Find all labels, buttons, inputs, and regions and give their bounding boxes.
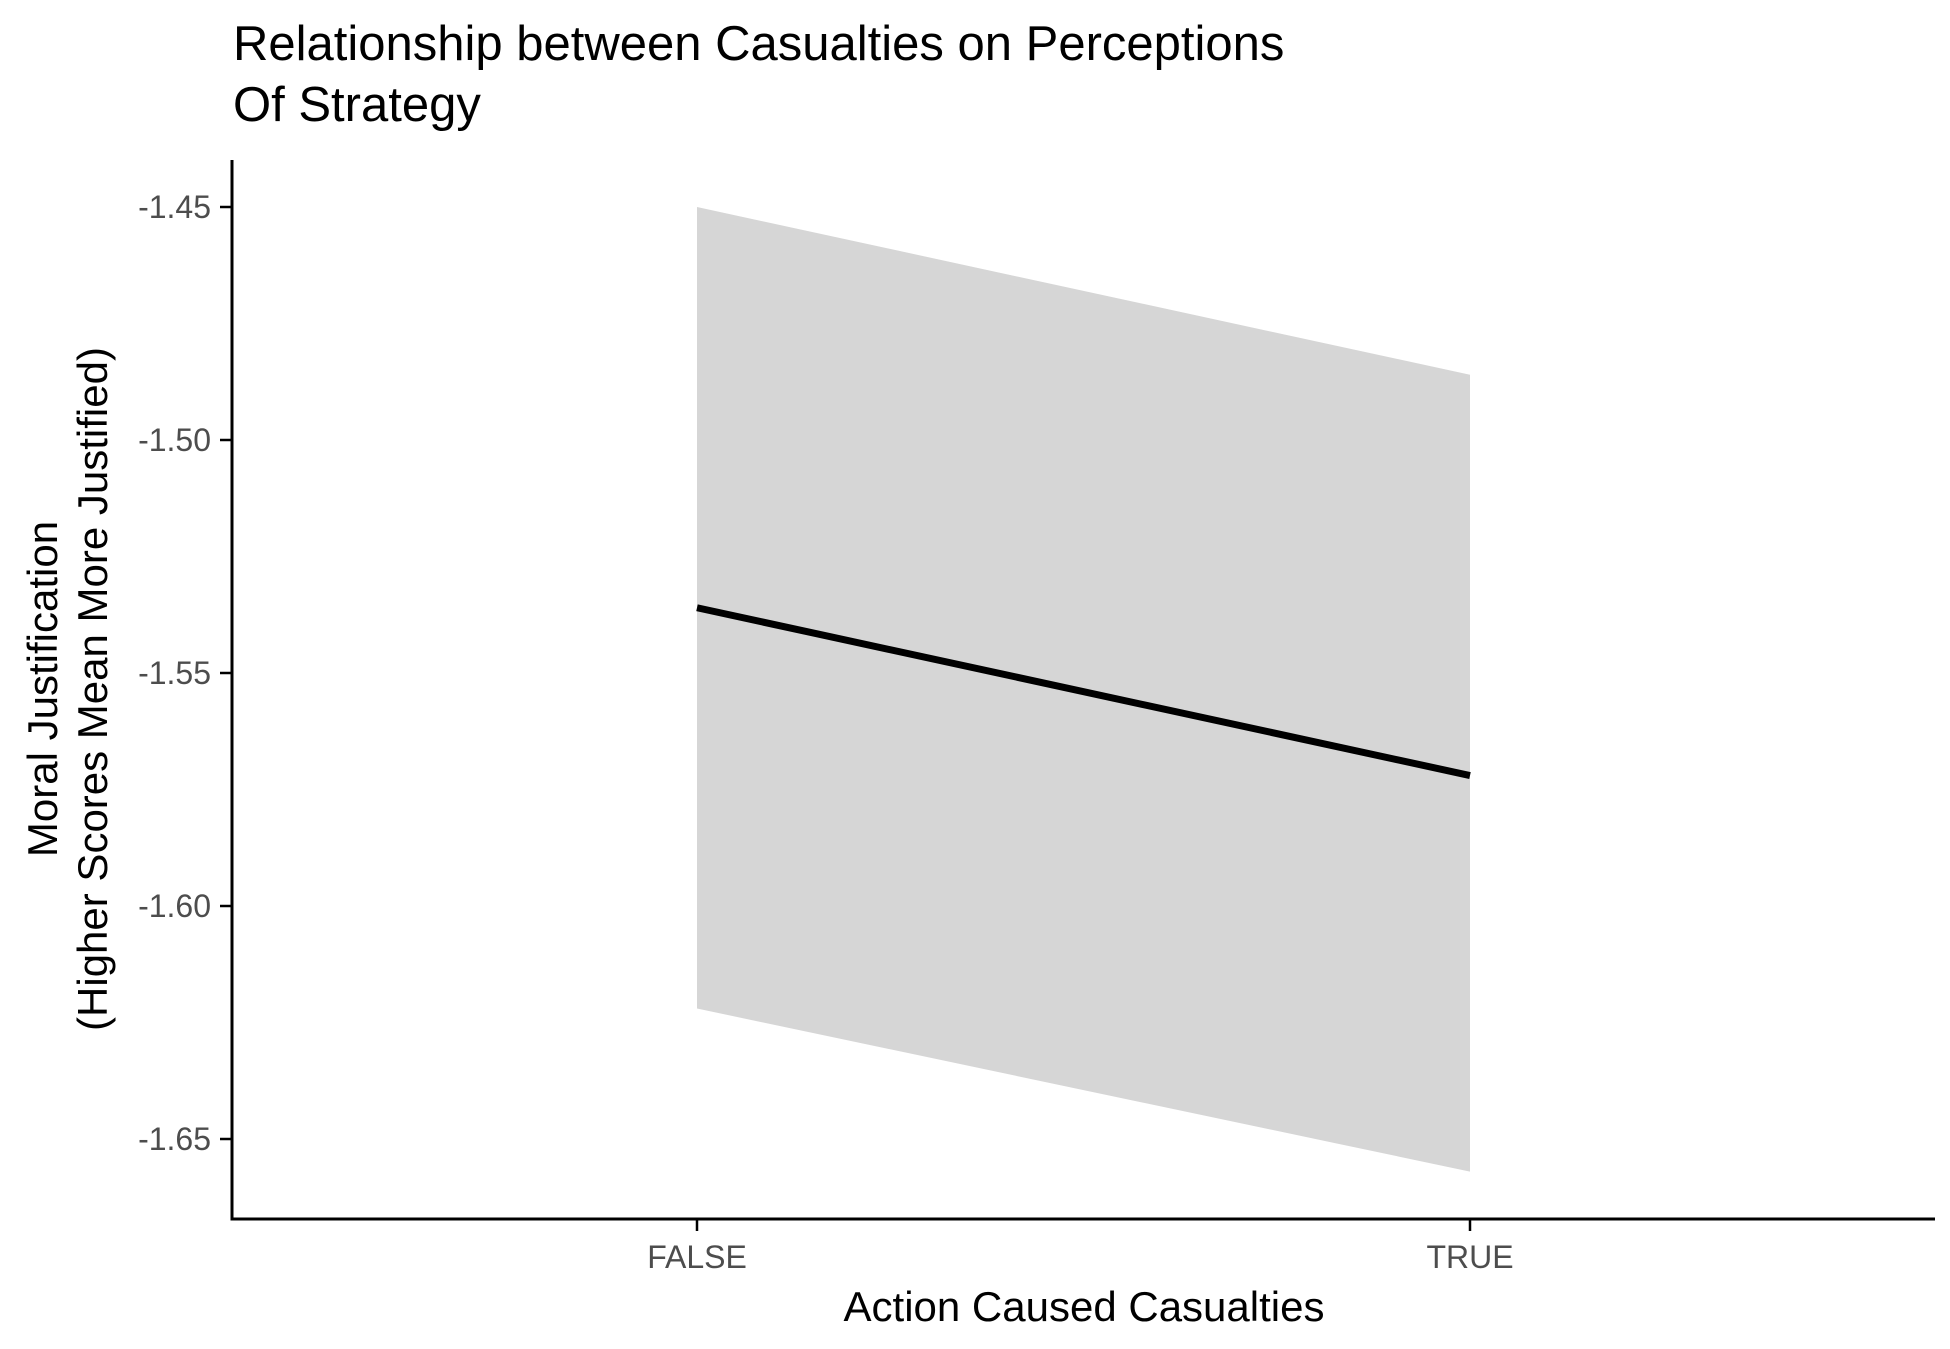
x-axis-title: Action Caused Casualties: [844, 1283, 1325, 1330]
y-axis-title-line-2: (Higher Scores Mean More Justified): [69, 347, 116, 1031]
x-tick-label: FALSE: [647, 1239, 747, 1275]
chart-title-line-1: Relationship between Casualties on Perce…: [233, 17, 1284, 71]
y-tick-label: -1.60: [138, 888, 211, 924]
y-tick-label: -1.55: [138, 655, 211, 691]
x-tick-label: TRUE: [1426, 1239, 1513, 1275]
y-tick-label: -1.50: [138, 422, 211, 458]
x-axis-ticks: FALSE TRUE: [647, 1219, 1514, 1275]
series-line: [696, 604, 1471, 779]
plot-area: [696, 207, 1471, 1172]
y-axis-title-line-1: Moral Justification: [19, 521, 66, 857]
y-tick-label: -1.45: [138, 189, 211, 225]
chart-title-line-2: Of Strategy: [233, 78, 481, 132]
y-tick-label: -1.65: [138, 1121, 211, 1157]
y-axis-ticks: -1.45 -1.50 -1.55 -1.60 -1.65: [138, 189, 232, 1157]
